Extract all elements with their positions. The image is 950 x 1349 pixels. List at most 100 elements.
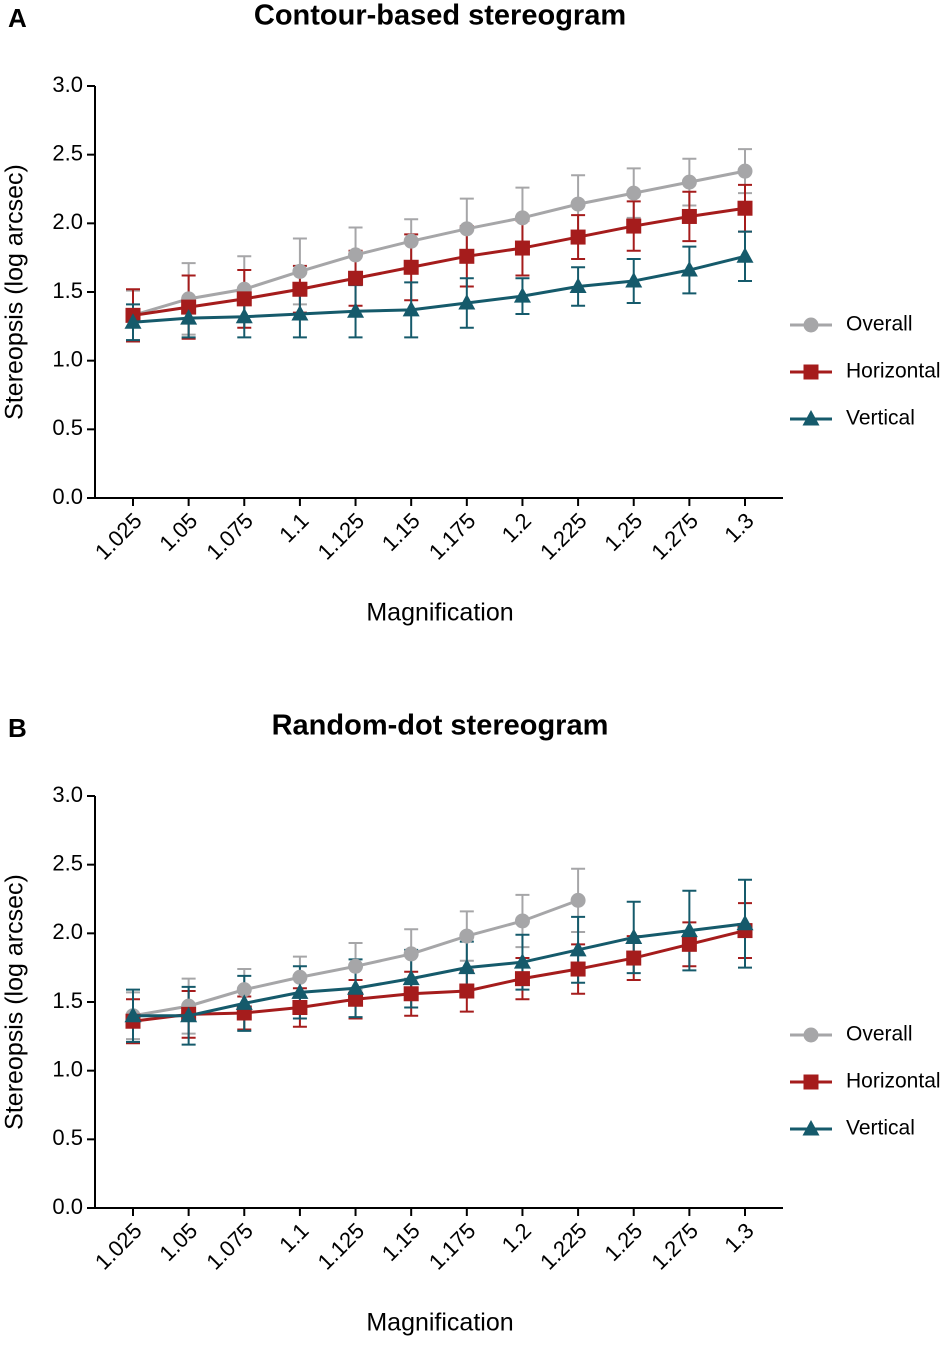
y-axis-label: Stereopsis (log arcsec): [1, 874, 29, 1130]
y-tick-label: 0.5: [52, 415, 83, 440]
data-point: [124, 1006, 142, 1023]
data-point: [680, 921, 698, 938]
legend-marker: [802, 1120, 820, 1136]
x-tick-label: 1.15: [377, 1218, 425, 1266]
data-point: [458, 958, 476, 975]
data-point: [459, 928, 475, 944]
data-point: [625, 928, 643, 944]
y-tick-label: 3.0: [52, 782, 83, 807]
x-tick-label: 1.3: [719, 508, 758, 547]
data-point: [459, 221, 475, 237]
data-point: [348, 270, 364, 286]
y-tick-label: 1.0: [52, 1056, 83, 1081]
x-tick-label: 1.025: [90, 1218, 147, 1275]
data-point: [348, 247, 364, 263]
data-point: [570, 961, 586, 977]
x-tick-label: 1.025: [90, 508, 147, 565]
data-point: [292, 281, 308, 297]
data-point: [347, 979, 365, 995]
data-point: [235, 994, 253, 1010]
data-point: [458, 293, 476, 310]
y-tick-label: 1.5: [52, 988, 83, 1013]
legend-label: Horizontal: [846, 360, 941, 383]
data-point: [292, 999, 308, 1015]
data-point: [736, 914, 754, 931]
y-tick-label: 3.0: [52, 72, 83, 97]
x-tick-label: 1.175: [424, 508, 481, 565]
data-point: [403, 259, 419, 275]
data-point: [514, 240, 530, 256]
x-axis-label: Magnification: [366, 599, 513, 627]
x-tick-label: 1.125: [313, 508, 370, 565]
y-tick-label: 0.5: [52, 1125, 83, 1150]
y-tick-label: 0.0: [52, 484, 83, 509]
data-point: [292, 263, 308, 279]
legend-label: Horizontal: [846, 1070, 941, 1093]
data-point: [625, 272, 643, 288]
legend-marker: [803, 364, 819, 380]
data-point: [291, 304, 309, 321]
x-tick-label: 1.075: [201, 508, 258, 565]
series-line: [132, 206, 746, 317]
legend-marker: [803, 1027, 819, 1043]
data-point: [569, 277, 587, 294]
chart-title: Random-dot stereogram: [272, 710, 609, 742]
data-point: [347, 302, 365, 318]
data-point: [570, 229, 586, 245]
x-tick-label: 1.1: [274, 508, 313, 547]
data-point: [737, 200, 753, 216]
y-tick-label: 2.0: [52, 209, 83, 234]
data-point: [737, 163, 753, 179]
data-point: [626, 218, 642, 234]
data-point: [736, 247, 754, 263]
series-line: [132, 169, 746, 317]
data-point: [681, 174, 697, 190]
legend-label: Overall: [846, 313, 913, 336]
data-point: [402, 969, 420, 986]
x-tick-label: 1.075: [201, 1218, 258, 1275]
data-point: [626, 185, 642, 201]
data-point: [569, 940, 587, 957]
legend-label: Vertical: [846, 407, 915, 430]
x-tick-label: 1.25: [599, 1218, 647, 1266]
y-axis-label: Stereopsis (log arcsec): [1, 164, 29, 420]
panel-label: A: [8, 3, 27, 33]
data-point: [235, 307, 253, 324]
data-point: [403, 233, 419, 249]
data-point: [514, 913, 530, 929]
data-point: [514, 210, 530, 226]
x-tick-label: 1.175: [424, 1218, 481, 1275]
series-line: [132, 929, 746, 1023]
x-tick-label: 1.275: [646, 1218, 703, 1275]
data-point: [459, 248, 475, 264]
y-tick-label: 2.0: [52, 919, 83, 944]
y-tick-label: 1.0: [52, 346, 83, 371]
data-point: [513, 287, 531, 303]
data-point: [403, 986, 419, 1002]
y-tick-label: 2.5: [52, 140, 83, 165]
legend-label: Overall: [846, 1023, 913, 1046]
x-tick-label: 1.1: [274, 1218, 313, 1257]
legend-label: Vertical: [846, 1117, 915, 1140]
series-line: [133, 922, 746, 1018]
data-point: [348, 958, 364, 974]
data-point: [570, 196, 586, 212]
y-tick-label: 2.5: [52, 850, 83, 875]
x-tick-label: 1.2: [497, 1218, 536, 1257]
data-point: [236, 291, 252, 307]
data-point: [292, 969, 308, 985]
y-tick-label: 0.0: [52, 1194, 83, 1219]
data-point: [459, 983, 475, 999]
data-point: [514, 971, 530, 987]
data-point: [236, 982, 252, 998]
data-point: [181, 299, 197, 315]
x-tick-label: 1.05: [154, 1218, 202, 1266]
chart-title: Contour-based stereogram: [254, 0, 626, 32]
data-point: [291, 983, 309, 999]
data-point: [348, 991, 364, 1007]
x-tick-label: 1.05: [154, 508, 202, 556]
x-tick-label: 1.125: [313, 1218, 370, 1275]
x-tick-label: 1.25: [599, 508, 647, 556]
data-point: [626, 950, 642, 966]
